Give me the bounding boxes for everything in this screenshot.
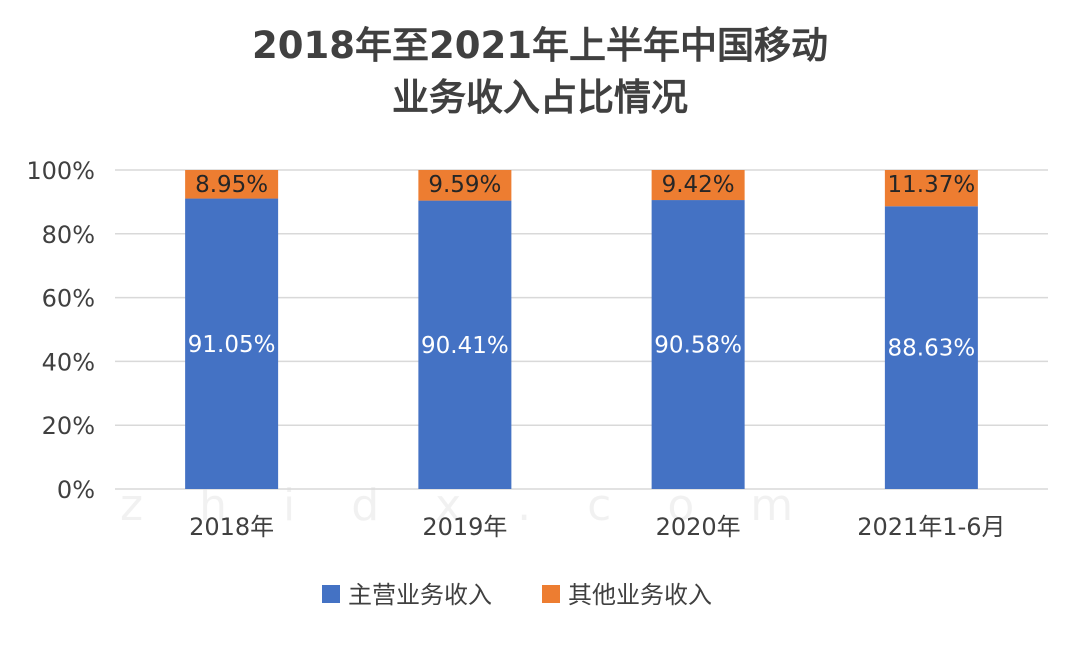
chart-title-line-1: 2018年至2021年上半年中国移动 xyxy=(252,24,828,67)
y-tick-label: 0% xyxy=(57,476,95,504)
data-label: 88.63% xyxy=(888,336,976,362)
chart-title-line-2: 业务收入占比情况 xyxy=(392,76,688,119)
legend: 主营业务收入 其他业务收入 xyxy=(322,581,712,609)
x-tick-label: 2019年 xyxy=(422,513,507,541)
y-tick-label: 20% xyxy=(42,412,95,440)
bar-segment xyxy=(651,200,745,489)
y-tick-label: 60% xyxy=(42,285,95,313)
x-tick-label: 2021年1-6月 xyxy=(857,513,1005,541)
bar-segment xyxy=(185,170,279,199)
bar-segment xyxy=(185,198,279,489)
data-label: 90.41% xyxy=(421,333,509,359)
bar-segment xyxy=(418,170,512,201)
data-label: 90.58% xyxy=(654,333,742,359)
legend-label: 其他业务收入 xyxy=(568,581,712,609)
y-tick-label: 100% xyxy=(26,157,95,185)
bar-segment xyxy=(884,170,978,207)
legend-swatch xyxy=(322,585,340,603)
data-label: 9.59% xyxy=(428,172,501,198)
data-labels: 91.05% 8.95% 90.41% 9.59% 90.58% 9.42% 88.63% 1… xyxy=(188,172,975,362)
x-tick-label: 2018年 xyxy=(189,513,274,541)
data-label: 8.95% xyxy=(195,172,268,198)
bar-segment xyxy=(884,206,978,489)
bar-segment xyxy=(418,200,512,489)
bars xyxy=(185,170,978,489)
data-label: 91.05% xyxy=(188,332,276,358)
data-label: 9.42% xyxy=(662,172,735,198)
data-label: 11.37% xyxy=(888,172,976,198)
x-tick-label: 2020年 xyxy=(656,513,741,541)
bar-segment xyxy=(651,170,745,201)
legend-swatch xyxy=(542,585,560,603)
axes: 0% 20% 40% 60% 80% 100% 2018年 2019年 2020年 2021年1-… xyxy=(26,157,1005,541)
y-tick-label: 40% xyxy=(42,348,95,376)
chart-title: 2018年至2021年上半年中国移动 业务收入占比情况 xyxy=(252,24,828,119)
y-tick-label: 80% xyxy=(42,221,95,249)
legend-label: 主营业务收入 xyxy=(348,581,492,609)
